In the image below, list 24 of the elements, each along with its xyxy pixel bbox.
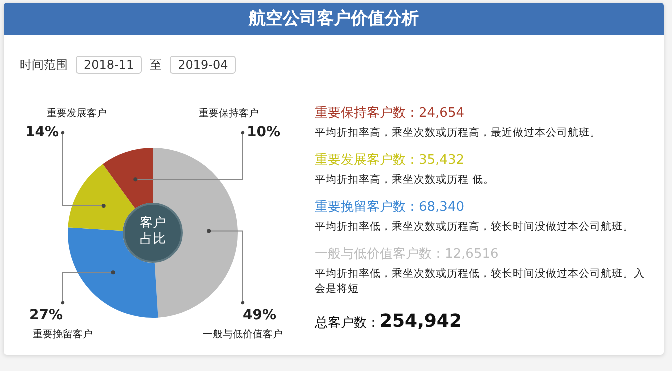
- text: 至: [150, 56, 162, 74]
- data-label: 10%: [247, 124, 281, 141]
- text: 总客户数：: [315, 316, 380, 331]
- date-field: 2018-11: [76, 56, 142, 74]
- slice-label: 重要挽留客户: [33, 328, 93, 341]
- text: 平均折扣率高，乘坐次数或历程 低。: [315, 173, 496, 188]
- text: 平均折扣率高，乘坐次数或历程高，最近做过本公司航班。: [315, 126, 602, 141]
- text: 平均折扣率低，乘坐次数或历程低，较长时间没做过本公司航班。入会是将短: [315, 267, 646, 297]
- data-label: 27%: [29, 308, 63, 324]
- date-field: 2019-04: [170, 56, 236, 74]
- data-label: 14%: [25, 124, 59, 141]
- text: 客户占比: [139, 216, 167, 248]
- text: 重要挽留客户数：68,340: [315, 199, 466, 216]
- slice-label: 重要保持客户: [199, 108, 259, 120]
- data-label: 49%: [243, 308, 277, 324]
- text: 平均折扣率低，乘坐次数或历程高，较长时间没做过本公司航班。: [315, 220, 635, 235]
- text: 航空公司客户价值分析: [4, 3, 664, 35]
- text: 重要保持客户数：24,654: [315, 105, 466, 122]
- text: 254,942: [380, 311, 462, 332]
- slice-label: 重要发展客户: [47, 108, 107, 120]
- text: 时间范围: [20, 56, 68, 74]
- slice-label: 一般与低价值客户: [203, 328, 283, 341]
- text: 重要发展客户数：35,432: [315, 152, 466, 169]
- text: 一般与低价值客户数：12,6516: [315, 246, 500, 263]
